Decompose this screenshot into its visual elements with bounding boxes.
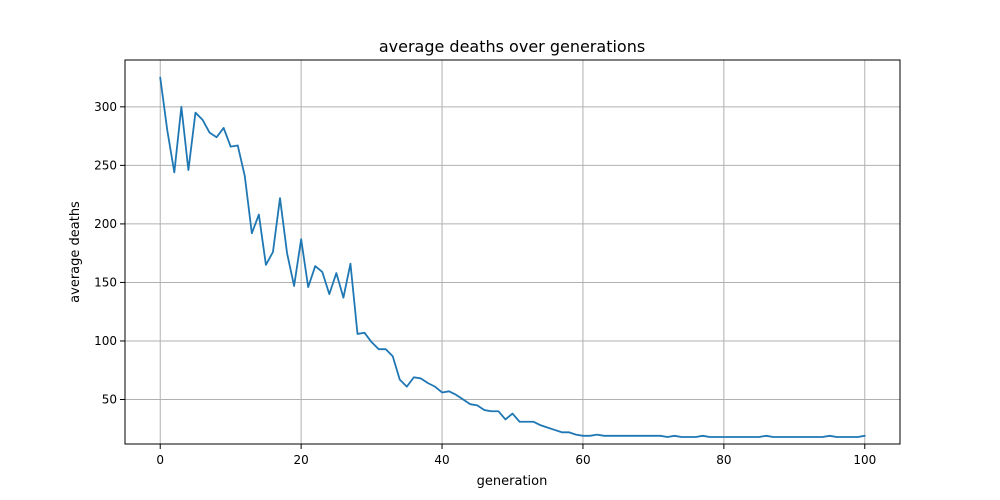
grid <box>125 60 900 444</box>
series-line <box>159 76 866 438</box>
y-tick-label: 200 <box>94 217 117 231</box>
chart-title: average deaths over generations <box>379 37 645 56</box>
x-tick-label: 20 <box>293 453 308 467</box>
x-tick-label: 100 <box>853 453 876 467</box>
ticks: 0 20 40 60 80 100 50 100 150 200 250 300 <box>94 100 876 467</box>
y-tick-label: 150 <box>94 275 117 289</box>
x-tick-label: 40 <box>434 453 449 467</box>
x-axis-label: generation <box>477 474 548 489</box>
y-axis-label: average deaths <box>68 201 83 303</box>
x-tick-label: 80 <box>716 453 731 467</box>
plot-frame <box>124 59 901 445</box>
x-tick-label: 0 <box>156 453 164 467</box>
y-tick-label: 50 <box>102 393 117 407</box>
x-tick-label: 60 <box>575 453 590 467</box>
y-tick-label: 300 <box>94 100 117 114</box>
y-tick-label: 100 <box>94 334 117 348</box>
y-tick-label: 250 <box>94 158 117 172</box>
series-layer <box>159 76 866 438</box>
